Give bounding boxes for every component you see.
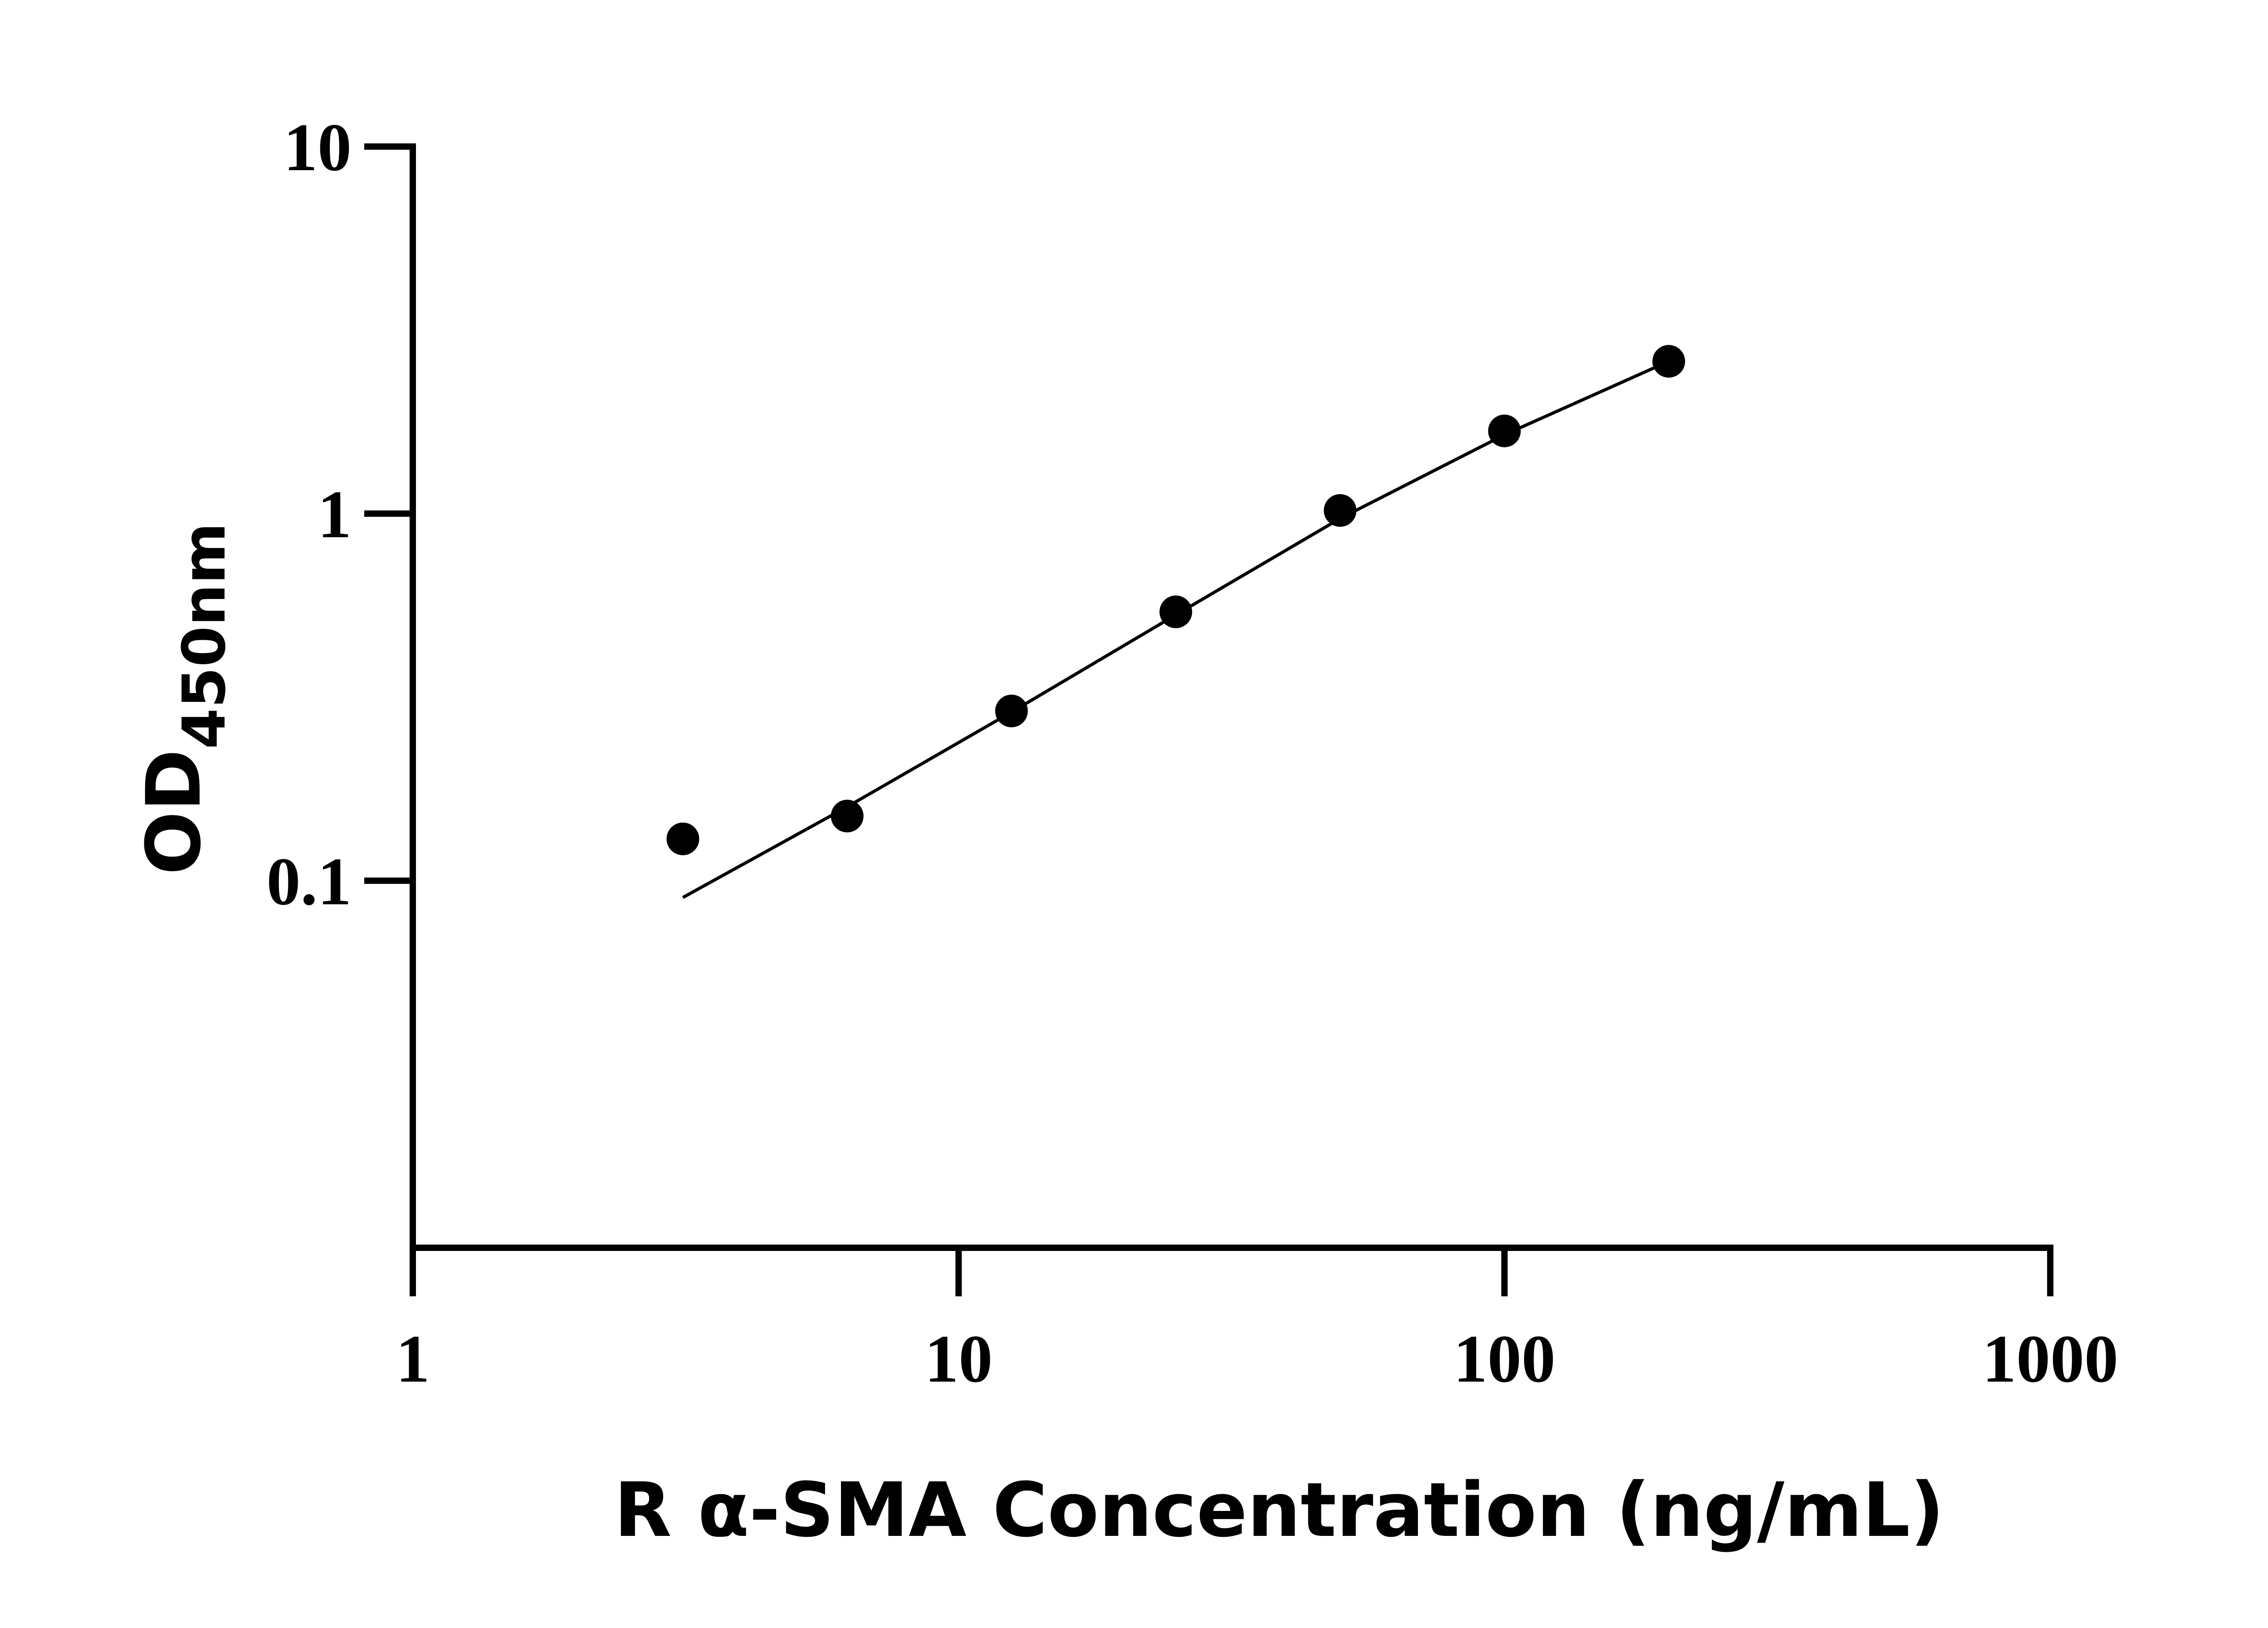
plot-area <box>666 345 1685 899</box>
data-point <box>666 822 699 855</box>
data-point <box>1652 345 1685 378</box>
x-tick-label: 10 <box>924 1321 992 1397</box>
data-point <box>831 799 864 833</box>
y-axis-title-main: OD <box>130 749 217 875</box>
data-point <box>1159 595 1193 628</box>
axes <box>410 143 2053 1251</box>
x-tick-label: 1000 <box>1982 1321 2118 1397</box>
fit-curve <box>682 360 1670 899</box>
y-tick-label: 10 <box>284 110 352 185</box>
ticks: 1 10 100 1000 0.1 1 10 <box>267 110 2119 1397</box>
data-point <box>995 694 1028 727</box>
x-tick-label: 1 <box>396 1321 430 1397</box>
data-point <box>1324 494 1357 527</box>
y-tick-label: 1 <box>318 477 352 552</box>
data-point <box>1488 414 1521 447</box>
y-axis-title: OD450nm <box>130 523 239 875</box>
x-tick-label: 100 <box>1453 1321 1555 1397</box>
y-axis-title-subscript: 450nm <box>170 523 239 749</box>
y-tick-label: 0.1 <box>267 844 352 919</box>
x-axis-title: R α-SMA Concentration (ng/mL) <box>614 1466 1945 1554</box>
